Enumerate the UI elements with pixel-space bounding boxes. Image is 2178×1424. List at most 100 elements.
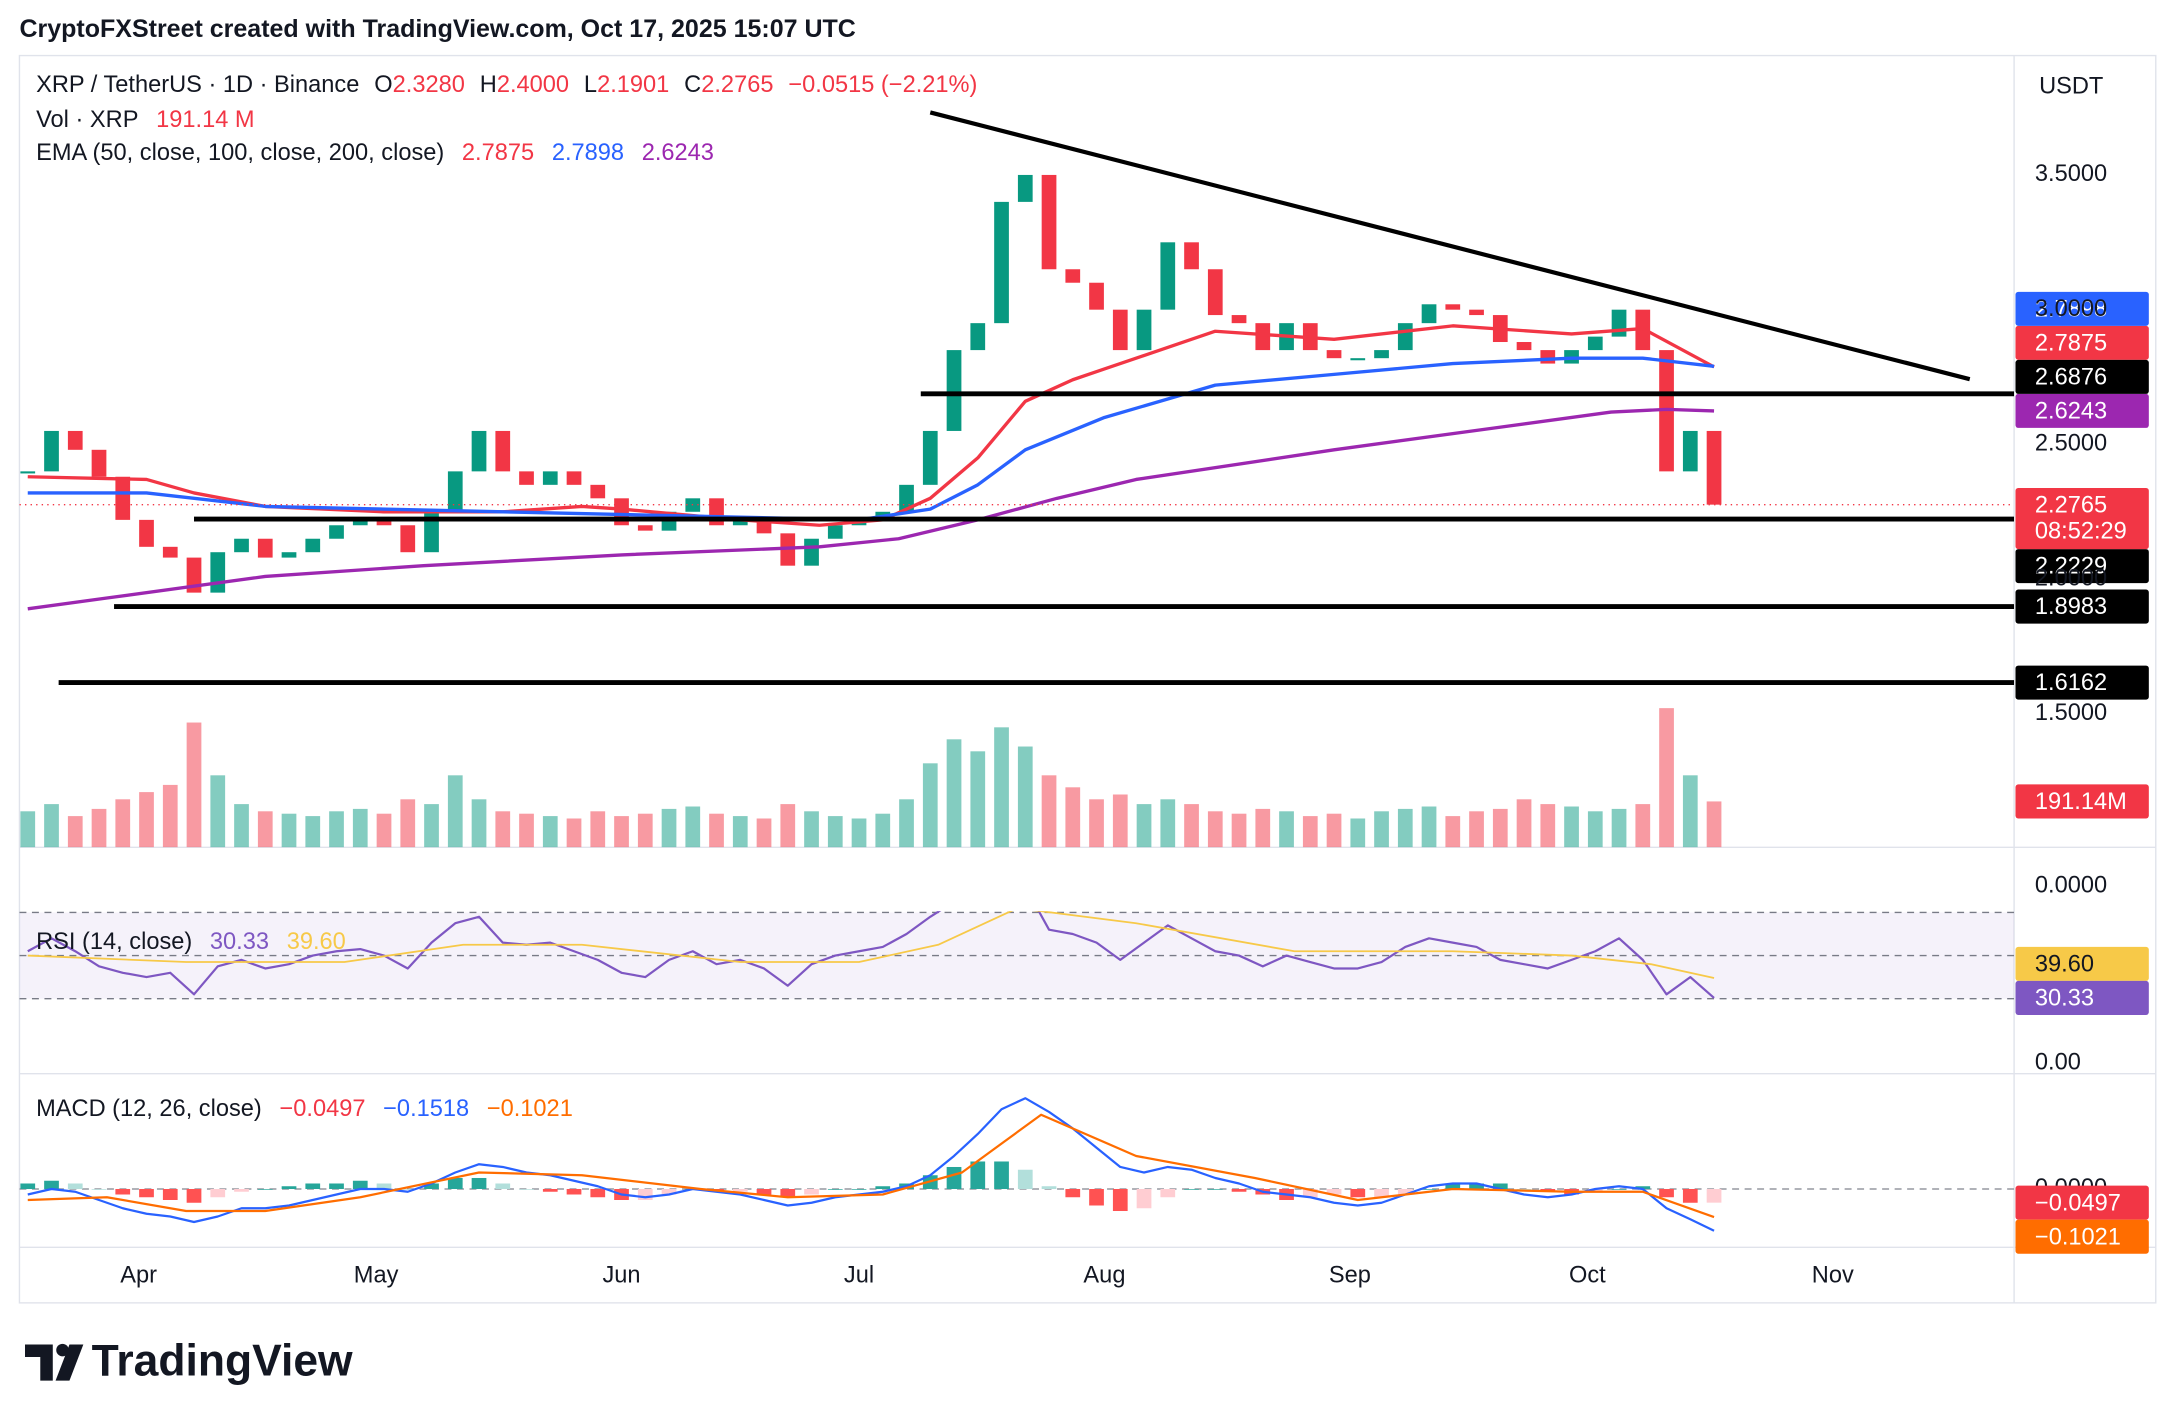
macd-value: −0.1518 — [383, 1096, 469, 1122]
price-pane — [19, 110, 2015, 848]
candle — [1136, 309, 1152, 351]
histogram-value: −0.0497 — [279, 1096, 365, 1122]
histogram-bar — [1421, 1188, 1437, 1190]
histogram-bar — [352, 1180, 368, 1189]
y-tick-label: 3.5000 — [2035, 161, 2107, 187]
y-tick-label: 1.5000 — [2035, 700, 2107, 726]
volume-bar — [614, 816, 629, 848]
ema-legend: EMA (50, close, 100, close, 200, close) … — [36, 140, 714, 166]
x-tick-label: Nov — [1812, 1263, 1854, 1289]
histogram-bar — [732, 1188, 748, 1192]
candle — [447, 471, 463, 512]
histogram-bar — [1160, 1188, 1176, 1198]
volume-bar — [210, 775, 226, 848]
brand: TradingView — [92, 1337, 353, 1386]
volume-bar — [1207, 811, 1223, 848]
volume-bar — [994, 727, 1009, 848]
ohlc-value: 2.3280 — [393, 72, 465, 98]
volume-bar — [495, 811, 511, 848]
histogram-bar — [447, 1177, 463, 1189]
ohlc-key: L — [584, 72, 597, 98]
candle — [1516, 342, 1532, 351]
histogram-bar — [424, 1183, 439, 1189]
candle — [1326, 350, 1342, 359]
candle — [899, 484, 914, 512]
histogram-bar — [780, 1188, 796, 1198]
volume-bar — [756, 818, 772, 848]
rsi-ma-value: 39.60 — [287, 929, 346, 955]
x-tick-label: Jun — [602, 1263, 640, 1289]
ohlc-value: 2.1901 — [597, 72, 669, 98]
volume-bar — [804, 811, 819, 848]
candle — [1611, 309, 1627, 337]
volume-bar — [1041, 775, 1057, 848]
volume-bar — [44, 804, 59, 848]
candle — [1587, 336, 1603, 351]
candle — [400, 525, 416, 553]
x-tick-label: May — [354, 1263, 399, 1289]
candle — [91, 449, 107, 477]
volume-bar — [91, 808, 107, 848]
histogram-bar — [827, 1188, 843, 1190]
candle — [1682, 430, 1698, 472]
candle — [210, 552, 226, 593]
countdown: 08:52:29 — [2035, 519, 2127, 545]
volume-bar — [1421, 806, 1437, 848]
signal-value: −0.1021 — [487, 1096, 573, 1122]
candle — [994, 201, 1009, 324]
macd-tags: 0.0000−0.0497−0.1021 — [2015, 1175, 2149, 1254]
rsi-pane — [19, 911, 2015, 1000]
histogram-bar — [115, 1188, 131, 1195]
histogram-bar — [566, 1188, 582, 1195]
histogram-bar — [67, 1183, 83, 1189]
histogram-bar — [1207, 1188, 1223, 1190]
ema-value: 2.7898 — [552, 140, 624, 166]
histogram-bar — [1326, 1188, 1342, 1195]
histogram-bar — [1231, 1188, 1247, 1192]
volume-bar — [922, 763, 938, 848]
candle — [1160, 242, 1176, 310]
x-tick-label: Apr — [120, 1263, 157, 1289]
price-tag-label: 2.7898 — [2035, 296, 2107, 322]
candle — [115, 476, 131, 520]
volume-bar — [685, 806, 701, 848]
volume-bar — [1326, 813, 1342, 848]
histogram-bar — [1112, 1188, 1128, 1212]
candle — [1112, 309, 1128, 351]
candle — [424, 511, 439, 553]
volume-bar — [1136, 804, 1152, 848]
volume-bar — [471, 799, 487, 848]
candle — [1255, 323, 1271, 351]
volume-bar — [1611, 808, 1627, 848]
price-tag-label: 1.8983 — [2035, 594, 2107, 620]
histogram-bar — [495, 1183, 511, 1189]
volume-bar — [329, 811, 344, 848]
price-tag — [2015, 665, 2149, 700]
ohlc-key: H — [480, 72, 497, 98]
histogram-bar — [1706, 1188, 1722, 1203]
candle — [162, 546, 178, 558]
histogram-bar — [1017, 1169, 1033, 1189]
candle — [1041, 174, 1057, 270]
volume-bar — [67, 816, 83, 848]
series-line — [27, 911, 1715, 979]
candle — [281, 552, 297, 558]
last-price-label: 2.2765 — [2035, 492, 2107, 518]
volume-bar — [1255, 808, 1271, 848]
volume-bar — [851, 818, 867, 848]
histogram-bar — [210, 1188, 226, 1198]
logo — [25, 1343, 84, 1381]
histogram-bar — [44, 1180, 59, 1189]
volume-bar — [1374, 811, 1389, 848]
volume-bar — [732, 816, 748, 848]
histogram-bar — [281, 1186, 297, 1189]
volume-bar — [1564, 806, 1579, 848]
header: CryptoFXStreet created with TradingView.… — [19, 15, 855, 43]
candle — [257, 538, 273, 558]
candle — [732, 519, 748, 526]
volume-bar — [20, 811, 36, 848]
candle — [1207, 269, 1223, 316]
candle — [804, 538, 819, 566]
volume-bar — [1587, 811, 1603, 848]
